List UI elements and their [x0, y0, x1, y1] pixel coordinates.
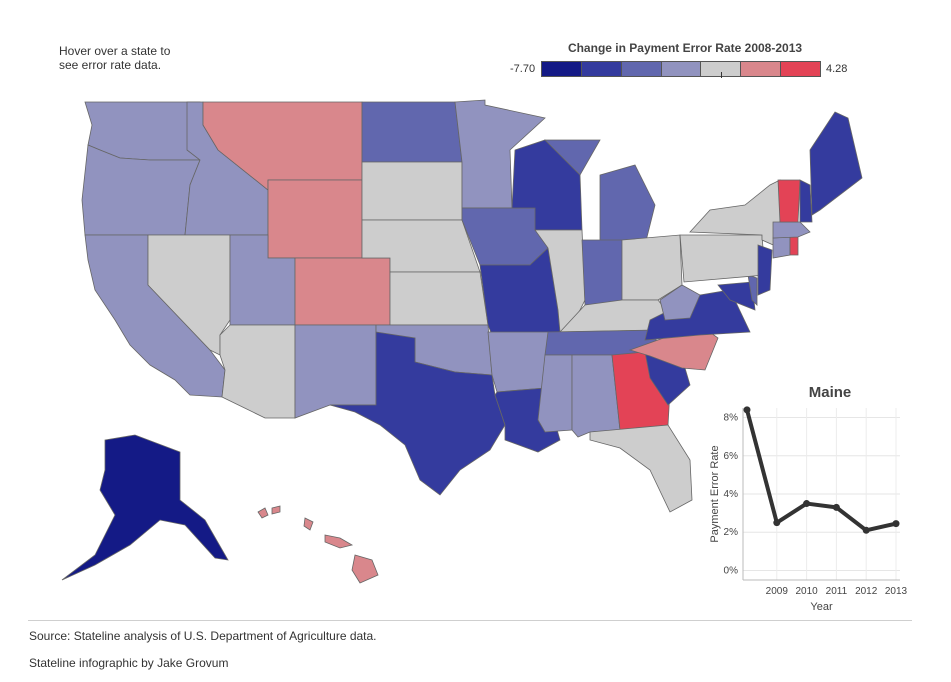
y-tick-label: 2%	[724, 527, 739, 538]
data-point	[892, 520, 900, 528]
y-tick-label: 0%	[724, 565, 739, 576]
data-point	[773, 519, 781, 527]
state-shape[interactable]: Minnesota	[454, 99, 546, 209]
state-in[interactable]: Indiana	[581, 239, 623, 311]
state-shape[interactable]: North Dakota	[361, 101, 463, 163]
y-tick-label: 8%	[724, 413, 739, 424]
state-ri[interactable]: Rhode Island	[789, 236, 799, 256]
legend-swatch	[781, 62, 821, 76]
state-co[interactable]: Colorado	[294, 257, 391, 326]
data-point	[803, 500, 811, 508]
state-mi[interactable]: Michigan	[544, 139, 656, 246]
state-shape[interactable]: Connecticut	[772, 236, 791, 259]
state-az[interactable]: Arizona	[219, 324, 296, 419]
legend-swatch	[542, 62, 582, 76]
state-shape[interactable]: Pennsylvania	[679, 234, 766, 283]
y-tick-label: 4%	[724, 489, 739, 500]
state-shape[interactable]: Kansas	[389, 271, 489, 326]
state-me[interactable]: Maine	[809, 111, 863, 216]
legend-swatch	[621, 62, 662, 76]
state-shape[interactable]: Colorado	[294, 257, 391, 326]
state-shape[interactable]: South Dakota	[361, 161, 463, 221]
state-wy[interactable]: Wyoming	[267, 179, 363, 259]
x-axis-label: Year	[810, 601, 833, 613]
legend-max-label: 4.28	[826, 63, 848, 75]
state-al[interactable]: Alabama	[571, 354, 621, 438]
footer-divider	[28, 620, 912, 621]
state-sd[interactable]: South Dakota	[361, 161, 463, 221]
state-ma[interactable]: Massachusetts	[772, 221, 811, 239]
state-fl[interactable]: Florida	[589, 424, 693, 513]
state-shape[interactable]: Michigan	[544, 139, 656, 246]
state-shape[interactable]: Wyoming	[267, 179, 363, 259]
state-detail-chart: Maine 0% 2% 4% 6% 8% 2009 2010 2011 2012 2013 Year P…	[700, 378, 920, 618]
state-hi[interactable]: Hawaii	[257, 505, 379, 584]
state-shape[interactable]: Hawaii	[257, 505, 379, 584]
legend-min-label: -7.70	[510, 63, 536, 75]
state-shape[interactable]: New Hampshire	[799, 179, 813, 223]
state-mn[interactable]: Minnesota	[454, 99, 546, 209]
y-tick-label: 6%	[724, 451, 739, 462]
us-choropleth-map: WashingtonOregonCaliforniaIdahoNevadaMon…	[61, 99, 863, 584]
legend-swatch	[581, 62, 622, 76]
state-tx[interactable]: Texas	[329, 331, 506, 496]
state-shape[interactable]: Maine	[809, 111, 863, 216]
state-shape[interactable]: Florida	[589, 424, 693, 513]
state-shape[interactable]: Maryland	[717, 281, 756, 311]
state-nd[interactable]: North Dakota	[361, 101, 463, 163]
credit-note: Stateline infographic by Jake Grovum	[29, 656, 229, 670]
state-ct[interactable]: Connecticut	[772, 236, 791, 259]
state-ks[interactable]: Kansas	[389, 271, 489, 326]
chart-title: Maine	[809, 384, 852, 401]
state-shape[interactable]: Arizona	[219, 324, 296, 419]
state-shape[interactable]: Vermont	[777, 179, 801, 223]
state-md[interactable]: Maryland	[717, 281, 756, 311]
x-tick-label: 2013	[885, 586, 908, 597]
color-legend	[541, 61, 821, 77]
state-shape[interactable]: Mississippi	[537, 354, 573, 433]
legend-title: Change in Payment Error Rate 2008-2013	[567, 41, 803, 55]
state-shape[interactable]: Ohio	[621, 234, 683, 301]
x-tick-label: 2009	[766, 586, 789, 597]
state-ak[interactable]: Alaska	[61, 434, 229, 581]
state-shape[interactable]: West Virginia	[659, 284, 701, 321]
state-shape[interactable]: Delaware	[747, 274, 758, 306]
x-tick-label: 2012	[855, 586, 878, 597]
state-shape[interactable]: Indiana	[581, 239, 623, 311]
state-shape[interactable]: Texas	[329, 331, 506, 496]
state-nh[interactable]: New Hampshire	[799, 179, 813, 223]
state-vt[interactable]: Vermont	[777, 179, 801, 223]
data-point	[743, 406, 751, 414]
state-pa[interactable]: Pennsylvania	[679, 234, 766, 283]
state-shape[interactable]: Massachusetts	[772, 221, 811, 239]
state-nj[interactable]: New Jersey	[757, 244, 773, 296]
state-shape[interactable]: New Jersey	[757, 244, 773, 296]
state-shape[interactable]: Alabama	[571, 354, 621, 438]
state-ar[interactable]: Arkansas	[487, 331, 549, 393]
state-wv[interactable]: West Virginia	[659, 284, 701, 321]
x-tick-label: 2011	[826, 586, 848, 597]
state-shape[interactable]: Arkansas	[487, 331, 549, 393]
hover-instructions: Hover over a state to see error rate dat…	[59, 44, 171, 72]
source-note: Source: Stateline analysis of U.S. Depar…	[29, 629, 377, 643]
state-ms[interactable]: Mississippi	[537, 354, 573, 433]
data-point	[832, 503, 840, 511]
legend-swatch	[701, 62, 742, 76]
state-shape[interactable]: Alaska	[61, 434, 229, 581]
state-shape[interactable]: Rhode Island	[789, 236, 799, 256]
legend-swatch	[741, 62, 782, 76]
data-point	[862, 526, 870, 534]
legend-swatch	[661, 62, 702, 76]
series-line	[745, 407, 898, 533]
legend-zero-tick	[721, 72, 722, 78]
y-axis-label: Payment Error Rate	[709, 445, 721, 542]
state-nm[interactable]: New Mexico	[294, 324, 377, 419]
state-shape[interactable]: New Mexico	[294, 324, 377, 419]
x-tick-label: 2010	[795, 586, 818, 597]
state-oh[interactable]: Ohio	[621, 234, 683, 301]
state-de[interactable]: Delaware	[747, 274, 758, 306]
